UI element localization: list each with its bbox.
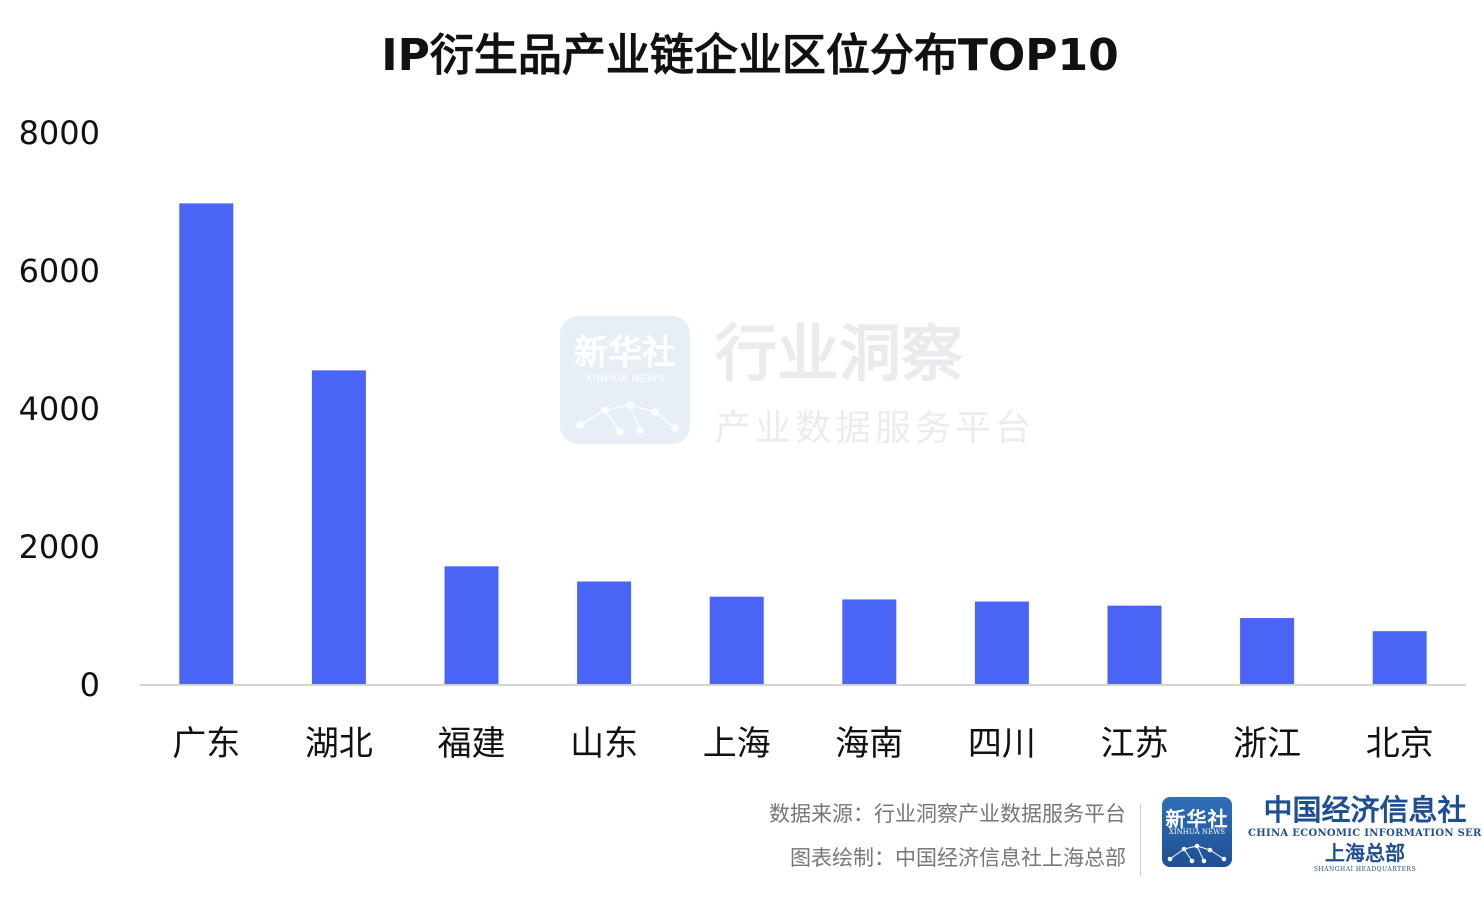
ceis-english: CHINA ECONOMIC INFORMATION SERVICE xyxy=(1248,828,1482,839)
x-tick-label: 湖北 xyxy=(305,724,373,764)
y-tick-label: 6000 xyxy=(19,252,100,290)
bar-1 xyxy=(311,370,366,685)
bar-7 xyxy=(1107,605,1162,685)
ceis-branch-english: SHANGHAI HEADQUARTERS xyxy=(1313,866,1417,873)
source-block: 数据来源：行业洞察产业数据服务平台 图表绘制：中国经济信息社上海总部 xyxy=(769,792,1126,880)
watermark-subtitle: 产业数据服务平台 xyxy=(715,408,1035,449)
xinhua-logo: 新华社 XINHUA NEWS xyxy=(1162,797,1232,867)
xinhua-logo-text: 新华社 xyxy=(1165,807,1229,831)
x-tick-label: 山东 xyxy=(570,724,638,764)
y-axis: 0 2000 4000 6000 8000 xyxy=(19,114,100,704)
bar-8 xyxy=(1240,618,1295,685)
y-tick-label: 2000 xyxy=(19,528,100,566)
bar-5 xyxy=(842,599,897,685)
chart-credit: 图表绘制：中国经济信息社上海总部 xyxy=(790,846,1126,870)
ceis-name: 中国经济信息社 xyxy=(1263,793,1467,827)
footer: 数据来源：行业洞察产业数据服务平台 图表绘制：中国经济信息社上海总部 新华社 X… xyxy=(700,792,1482,892)
x-tick-label: 福建 xyxy=(438,724,506,764)
xinhua-logo-sub: XINHUA NEWS xyxy=(1168,828,1226,836)
network-icon xyxy=(1167,843,1227,864)
y-tick-label: 8000 xyxy=(19,114,100,152)
footer-divider xyxy=(1140,804,1141,876)
x-tick-label: 北京 xyxy=(1366,724,1434,764)
chart-title: IP衍生品产业链企业区位分布TOP10 xyxy=(381,30,1119,81)
x-tick-label: 广东 xyxy=(172,724,240,764)
bar-4 xyxy=(709,596,764,685)
bar-3 xyxy=(577,581,632,685)
x-tick-label: 上海 xyxy=(703,724,771,764)
bar-6 xyxy=(974,601,1029,685)
watermark-logo-sub: XINHUA NEWS xyxy=(585,372,664,385)
y-tick-label: 4000 xyxy=(19,390,100,428)
bar-0 xyxy=(179,203,234,685)
x-tick-label: 浙江 xyxy=(1233,724,1301,764)
watermark: 新华社 XINHUA NEWS 行业洞察 产业数据服务平台 xyxy=(560,316,1035,449)
data-source: 数据来源：行业洞察产业数据服务平台 xyxy=(769,802,1126,826)
bar-2 xyxy=(444,566,499,685)
x-axis: 广东 湖北 福建 山东 上海 海南 四川 江苏 浙江 北京 xyxy=(172,724,1433,764)
watermark-logo-text: 新华社 xyxy=(574,333,676,373)
x-tick-label: 海南 xyxy=(835,724,903,764)
y-tick-label: 0 xyxy=(80,666,100,704)
ceis-branch: 上海总部 xyxy=(1325,841,1405,865)
x-tick-label: 四川 xyxy=(968,724,1036,764)
watermark-network-icon xyxy=(576,401,679,436)
x-tick-label: 江苏 xyxy=(1101,724,1169,764)
ceis-logo: 中国经济信息社 CHINA ECONOMIC INFORMATION SERVI… xyxy=(1248,792,1482,874)
bar-9 xyxy=(1372,631,1427,685)
watermark-title: 行业洞察 xyxy=(715,317,963,390)
bars xyxy=(179,203,1427,685)
